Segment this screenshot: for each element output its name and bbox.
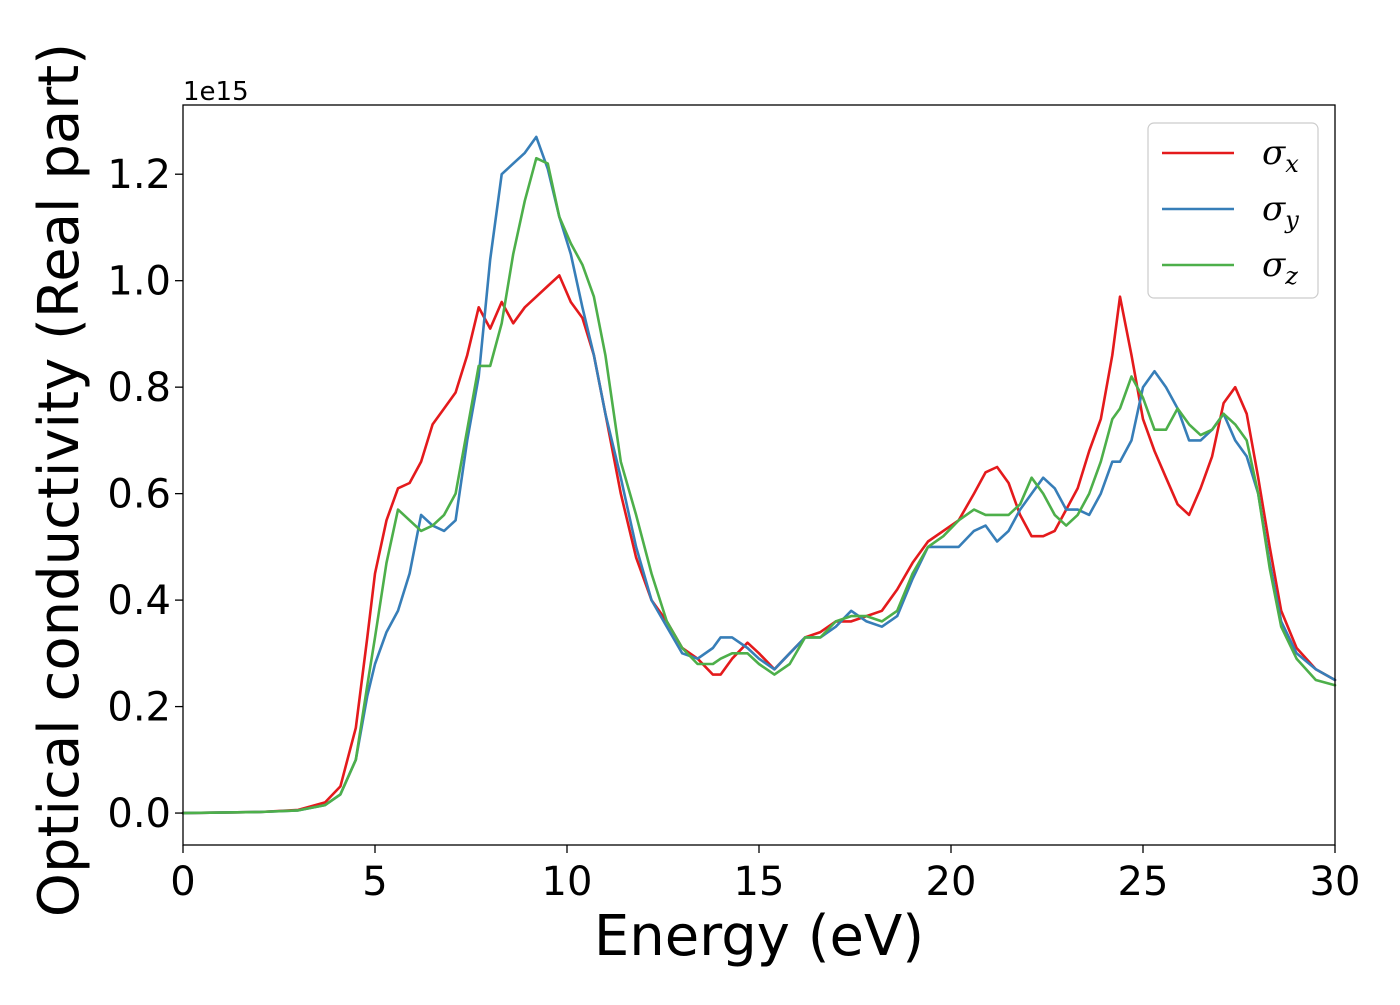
- x-tick-label: 10: [542, 859, 593, 905]
- y-axis: 0.0 0.2 0.4 0.6 0.8 1.0 1.2: [107, 152, 183, 837]
- x-tick-label: 20: [926, 859, 977, 905]
- series-line-z: [181, 156, 1337, 815]
- x-tick-label: 0: [170, 859, 195, 905]
- x-tick-label: 25: [1118, 859, 1169, 905]
- y-tick-label: 0.4: [107, 578, 171, 624]
- legend-label-z: σz: [1262, 245, 1298, 290]
- x-axis: 0 5 10 15 20 25 30: [170, 845, 1360, 905]
- y-tick-label: 0.8: [107, 365, 171, 411]
- legend-label-x: σx: [1262, 133, 1299, 178]
- y-tick-label: 0.6: [107, 472, 171, 518]
- series-line-x: [181, 274, 1337, 815]
- x-tick-label: 5: [362, 859, 387, 905]
- y-tick-label: 1.0: [107, 259, 171, 305]
- y-axis-title: Optical conductivity (Real part): [27, 43, 92, 917]
- y-tick-label: 0.0: [107, 791, 171, 837]
- y-tick-label: 1.2: [107, 152, 171, 198]
- y-tick-label: 0.2: [107, 685, 171, 731]
- x-tick-label: 30: [1310, 859, 1361, 905]
- x-tick-label: 15: [734, 859, 785, 905]
- plot-layer: [181, 135, 1337, 815]
- y-axis-offset-text: 1e15: [183, 77, 249, 107]
- x-axis-title: Energy (eV): [594, 904, 924, 969]
- legend-frame: [1147, 122, 1319, 299]
- legend: σx σy σz: [1147, 122, 1319, 299]
- legend-label-y: σy: [1262, 189, 1299, 234]
